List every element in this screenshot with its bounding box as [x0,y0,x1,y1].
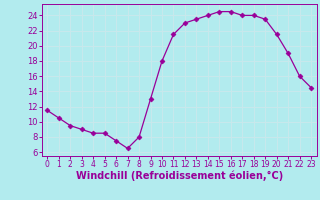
X-axis label: Windchill (Refroidissement éolien,°C): Windchill (Refroidissement éolien,°C) [76,171,283,181]
